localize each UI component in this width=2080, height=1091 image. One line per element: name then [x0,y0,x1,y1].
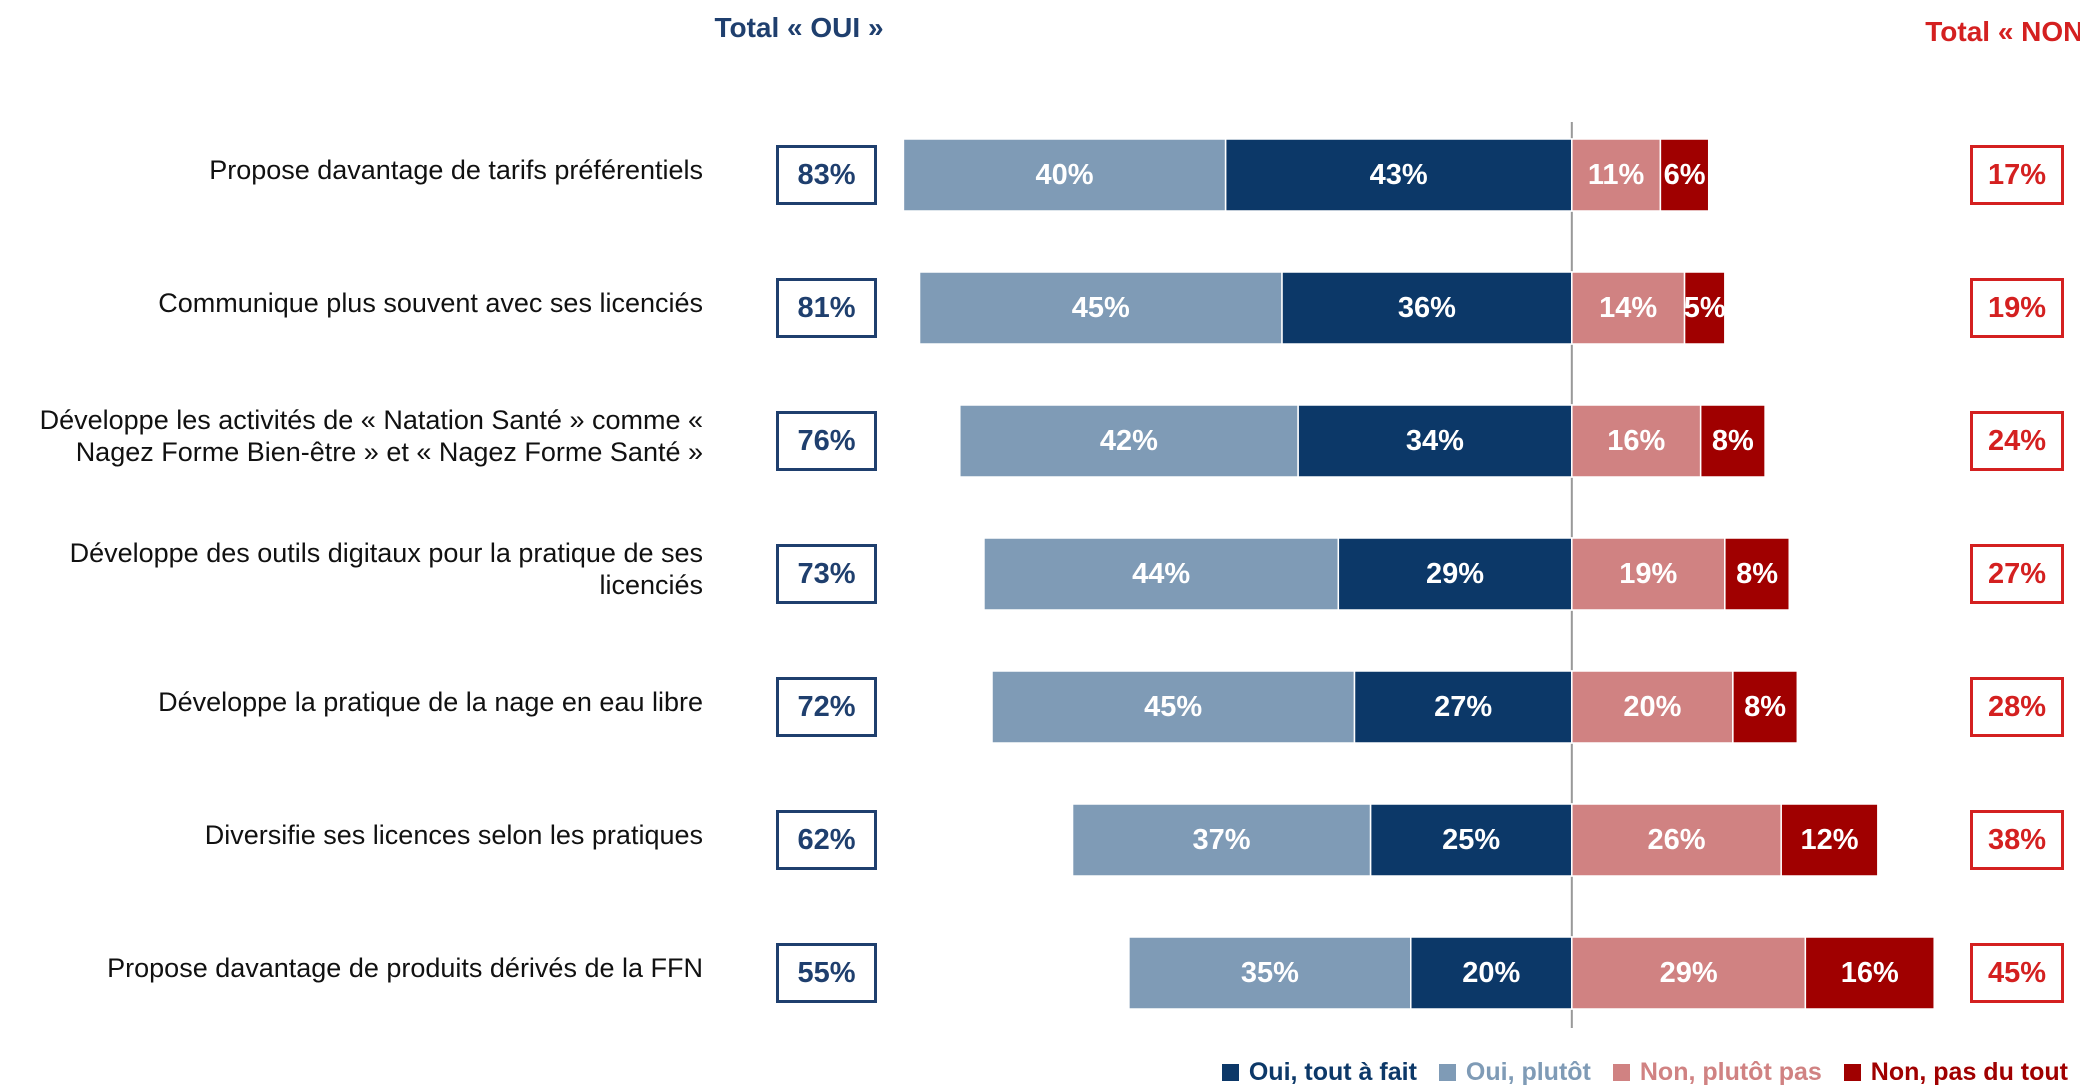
bar-label: 45% [1072,292,1130,324]
bar-label: 42% [1100,425,1158,457]
category-label: Développe des outils digitaux pour la pr… [69,538,703,600]
total-oui-box: 55% [776,943,877,1003]
total-non-title: Total « NON » [1925,16,2080,47]
bar-segment [1571,404,1702,478]
bar-label: 26% [1647,824,1705,856]
category-label: Diversifie ses licences selon les pratiq… [204,820,703,851]
legend-swatch [1612,1064,1630,1081]
bar-segment [959,404,1299,478]
total-non-box: 24% [1970,411,2064,471]
bar-label: 29% [1426,558,1484,590]
bar-segment [1353,670,1573,744]
total-oui-box: 73% [776,544,877,604]
bar-segment [1699,404,1766,478]
category-label: Développe les activités de « Natation Sa… [39,405,703,467]
bar-label: 29% [1660,957,1718,989]
category-label: Propose davantage de tarifs préférentiel… [209,155,703,186]
bar-label: 27% [1434,691,1492,723]
category-label: Développe la pratique de la nage en eau … [158,687,703,718]
legend-label: Non, plutôt pas [1639,1058,1822,1086]
total-oui-box: 62% [776,810,877,870]
bar-segment [902,138,1227,212]
bar-segment [1337,537,1573,611]
bar-segment [1732,670,1799,744]
bar-label: 20% [1462,957,1520,989]
bar-segment [1369,803,1573,877]
total-non-box: 19% [1970,278,2064,338]
bar-segment [983,537,1340,611]
bar-label: 11% [1588,159,1645,191]
legend-label: Oui, tout à fait [1248,1058,1417,1086]
category-label: Propose davantage de produits dérivés de… [107,953,703,984]
total-non-box: 38% [1970,810,2064,870]
bar-label: 37% [1192,824,1250,856]
legend: Oui, tout à fait Oui, plutôt Non, plutôt p… [1221,1058,2068,1087]
bar-label: 45% [1144,691,1202,723]
bar-segment [1128,936,1412,1010]
legend-item: Non, pas du tout [1843,1058,2068,1087]
legend-swatch [1843,1064,1861,1081]
total-oui-box: 72% [776,677,877,737]
legend-item: Oui, tout à fait [1221,1058,1417,1087]
bar-label: 14% [1599,292,1657,324]
total-non-box: 45% [1970,943,2064,1003]
legend-item: Oui, plutôt [1438,1058,1591,1087]
bar-label: 40% [1035,159,1093,191]
bar-label: 12% [1800,824,1858,856]
total-oui-box: 76% [776,411,877,471]
bar-segment [1571,138,1662,212]
bar-label: 44% [1132,558,1190,590]
bar-label: 5% [1684,292,1726,324]
bar-label: 8% [1744,691,1786,723]
legend-item: Non, plutôt pas [1612,1058,1822,1087]
bar-segment [918,271,1283,345]
bar-label: 25% [1442,824,1500,856]
total-oui-box: 83% [776,145,877,205]
bar-segment [1571,537,1726,611]
bar-segment [1297,404,1573,478]
legend-swatch [1438,1064,1456,1081]
legend-swatch [1221,1064,1239,1081]
bar-segment [1281,271,1573,345]
bar-label: 20% [1623,691,1681,723]
total-non-box: 17% [1970,145,2064,205]
bar-label: 8% [1736,558,1778,590]
legend-label: Non, pas du tout [1870,1058,2068,1086]
bar-label: 16% [1841,957,1899,989]
bar-label: 6% [1664,159,1706,191]
bar-label: 19% [1619,558,1677,590]
category-label: Communique plus souvent avec ses licenci… [158,288,703,319]
bar-label: 34% [1406,425,1464,457]
total-non-box: 27% [1970,544,2064,604]
total-non-box: 28% [1970,677,2064,737]
bar-segment [1571,803,1782,877]
bar-label: 35% [1241,957,1299,989]
bar-segment [1683,271,1726,345]
bar-label: 16% [1607,425,1665,457]
bar-segment [1571,936,1807,1010]
bar-segment [1780,803,1879,877]
bar-segment [1724,537,1791,611]
bar-segment [1804,936,1935,1010]
bar-segment [991,670,1356,744]
total-oui-box: 81% [776,278,877,338]
bar-label: 43% [1370,159,1428,191]
bar-segment [1659,138,1710,212]
bar-segment [1571,670,1734,744]
bar-label: 36% [1398,292,1456,324]
bar-segment [1071,803,1372,877]
total-oui-title: Total « OUI » [714,12,884,43]
legend-label: Oui, plutôt [1465,1058,1591,1086]
bar-segment [1571,271,1686,345]
bar-label: 8% [1712,425,1754,457]
